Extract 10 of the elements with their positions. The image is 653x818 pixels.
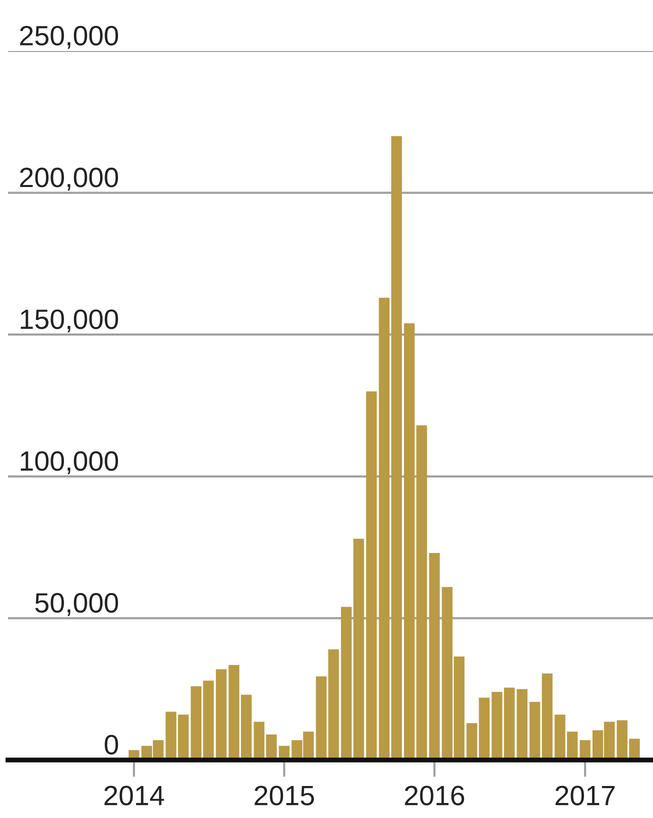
y-tick-label: 200,000 xyxy=(20,168,118,191)
y-tick-label: 0 xyxy=(104,734,118,755)
y-tick-label: 100,000 xyxy=(20,451,118,474)
y-tick-label: 250,000 xyxy=(20,26,118,49)
y-tick-label: 150,000 xyxy=(20,309,118,332)
x-tick-label: 2015 xyxy=(254,786,314,806)
x-tick-label: 2016 xyxy=(404,786,464,806)
y-tick-label: 50,000 xyxy=(35,593,118,616)
x-tick-label: 2017 xyxy=(556,786,615,806)
x-tick-label: 2014 xyxy=(104,786,164,806)
